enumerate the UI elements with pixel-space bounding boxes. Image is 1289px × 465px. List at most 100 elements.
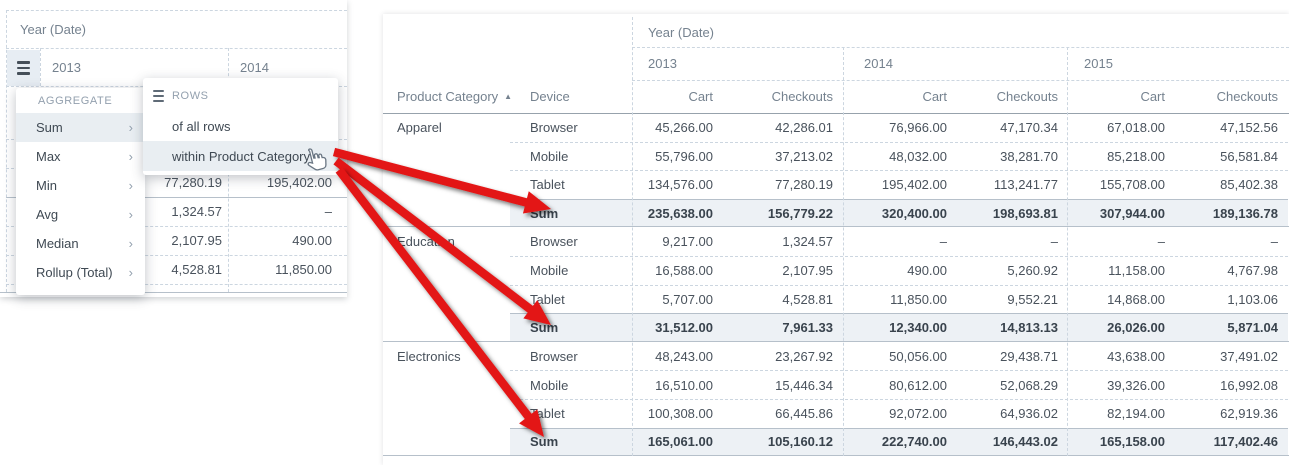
divider-line xyxy=(632,47,1289,48)
table-cell: 16,510.00 xyxy=(655,377,713,393)
device-label-browser: Browser xyxy=(530,119,578,135)
column-header-device[interactable]: Device xyxy=(530,89,570,104)
menu-item-label: Sum xyxy=(36,120,63,135)
divider-line xyxy=(6,48,347,49)
table-cell: 235,638.00 xyxy=(647,205,713,221)
row-content: Sum 31,512.00 7,961.33 12,340.00 14,813.13 26… xyxy=(510,313,1288,341)
table-cell: 77,280.19 xyxy=(775,177,833,193)
submenu-chevron-icon: › xyxy=(128,207,133,222)
table-cell: 1,324.57 xyxy=(782,234,833,250)
table-row: Mobile 16,510.00 15,446.34 80,612.00 52,068.… xyxy=(383,370,1289,399)
device-label-tablet: Tablet xyxy=(530,291,565,307)
row-content: Mobile 16,510.00 15,446.34 80,612.00 52,068.… xyxy=(510,370,1288,399)
submenu-item-within-product-category[interactable]: within Product Category xyxy=(143,141,338,171)
table-cell: 222,740.00 xyxy=(881,434,947,450)
menu-item-min[interactable]: Min › xyxy=(16,171,145,200)
menu-item-avg[interactable]: Avg › xyxy=(16,200,145,229)
table-cell: 165,158.00 xyxy=(1099,434,1165,450)
column-header-checkouts-2015[interactable]: Checkouts xyxy=(1216,89,1278,104)
table-cell: 100,308.00 xyxy=(647,406,713,422)
table-cell: 14,813.13 xyxy=(1000,319,1058,335)
divider-line xyxy=(6,10,7,292)
table-cell: 4,767.98 xyxy=(1227,263,1278,279)
rows-submenu: ROWS of all rows within Product Category xyxy=(143,78,338,175)
year-date-field-label: Year (Date) xyxy=(648,25,714,40)
submenu-chevron-icon: › xyxy=(128,265,133,280)
table-cell: 113,241.77 xyxy=(993,177,1058,193)
table-cell: 4,528.81 xyxy=(782,291,833,307)
submenu-chevron-icon: › xyxy=(128,236,133,251)
menu-item-sum[interactable]: Sum › xyxy=(16,113,145,142)
divider-line xyxy=(632,17,633,456)
sum-row: Sum 165,061.00 105,160.12 222,740.00 146,443… xyxy=(383,427,1289,457)
menu-item-rollup-total[interactable]: Rollup (Total) › xyxy=(16,258,145,287)
table-cell: 64,936.02 xyxy=(1000,406,1058,422)
table-cell: 37,213.02 xyxy=(775,148,833,164)
year-header-2013[interactable]: 2013 xyxy=(648,56,677,71)
hamburger-icon xyxy=(17,61,30,75)
table-cell: 5,707.00 xyxy=(662,291,713,307)
table-cell: 26,026.00 xyxy=(1107,319,1165,335)
device-label-browser: Browser xyxy=(530,234,578,250)
table-cell: 77,280.19 xyxy=(164,175,222,190)
device-label-sum: Sum xyxy=(530,319,559,335)
column-header-product-category[interactable]: Product Category ▲ xyxy=(397,89,513,104)
menu-item-median[interactable]: Median › xyxy=(16,229,145,258)
aggregate-menu: AGGREGATE Sum › Max › Min › Avg › Median › Rollup … xyxy=(16,88,145,295)
column-header-checkouts-2013[interactable]: Checkouts xyxy=(771,89,833,104)
column-header-cart-2013[interactable]: Cart xyxy=(688,89,713,104)
year-header-2013[interactable]: 2013 xyxy=(52,59,81,75)
table-cell: 39,326.00 xyxy=(1107,377,1165,393)
table-cell: 56,581.84 xyxy=(1220,148,1278,164)
table-cell: 50,056.00 xyxy=(889,348,947,364)
menu-item-max[interactable]: Max › xyxy=(16,142,145,171)
column-header-cart-2015[interactable]: Cart xyxy=(1140,89,1165,104)
table-cell: 67,018.00 xyxy=(1107,119,1165,135)
table-cell: 29,438.71 xyxy=(1000,348,1058,364)
table-cell: 117,402.46 xyxy=(1213,434,1278,450)
table-cell: 82,194.00 xyxy=(1107,406,1165,422)
divider-line xyxy=(1067,47,1068,456)
column-menu-button[interactable] xyxy=(7,50,40,86)
table-cell: 11,850.00 xyxy=(275,262,332,277)
table-cell: 195,402.00 xyxy=(266,175,332,190)
table-cell: 165,061.00 xyxy=(647,434,713,450)
year-header-2015[interactable]: 2015 xyxy=(1084,56,1113,71)
table-row: Tablet 5,707.00 4,528.81 11,850.00 9,552.21 1… xyxy=(383,284,1289,314)
aggregate-menu-section-label: AGGREGATE xyxy=(38,94,113,107)
table-cell: 9,552.21 xyxy=(1007,291,1058,307)
table-cell: – xyxy=(1157,234,1165,250)
row-content: Tablet 134,576.00 77,280.19 195,402.00 113,2… xyxy=(510,170,1288,199)
table-cell: 2,107.95 xyxy=(171,233,222,248)
table-cell: 2,107.95 xyxy=(782,263,833,279)
table-cell: 12,340.00 xyxy=(889,319,947,335)
table-cell: 62,919.36 xyxy=(1220,406,1278,422)
column-header-cart-2014[interactable]: Cart xyxy=(922,89,947,104)
column-header-checkouts-2014[interactable]: Checkouts xyxy=(996,89,1058,104)
submenu-chevron-icon: › xyxy=(128,149,133,164)
table-cell: – xyxy=(939,234,947,250)
device-label-browser: Browser xyxy=(530,348,578,364)
divider-line xyxy=(6,197,347,198)
sum-row: Sum 31,512.00 7,961.33 12,340.00 14,813.13 26… xyxy=(383,313,1289,342)
table-cell: 490.00 xyxy=(292,233,332,248)
table-row: Mobile 55,796.00 37,213.02 48,032.00 38,281.… xyxy=(383,141,1289,171)
table-cell: 47,152.56 xyxy=(1220,119,1278,135)
table-cell: 15,446.34 xyxy=(775,377,833,393)
submenu-item-of-all-rows[interactable]: of all rows xyxy=(172,118,231,134)
row-content: Tablet 100,308.00 66,445.86 92,072.00 64,936… xyxy=(510,399,1288,428)
year-header-2014[interactable]: 2014 xyxy=(864,56,893,71)
year-header-2014[interactable]: 2014 xyxy=(240,59,269,75)
table-cell: 85,402.38 xyxy=(1220,177,1278,193)
submenu-chevron-icon: › xyxy=(128,178,133,193)
table-cell: 38,281.70 xyxy=(1000,148,1058,164)
table-cell: 189,136.78 xyxy=(1212,205,1278,221)
table-row: Browser 45,266.00 42,286.01 76,966.00 47,170… xyxy=(383,113,1289,142)
row-content: Tablet 5,707.00 4,528.81 11,850.00 9,552.21 1… xyxy=(510,284,1288,314)
table-cell: 155,708.00 xyxy=(1099,177,1165,193)
table-cell: 134,576.00 xyxy=(647,177,713,193)
rows-icon xyxy=(153,90,164,102)
device-label-tablet: Tablet xyxy=(530,406,565,422)
device-label-sum: Sum xyxy=(530,434,559,450)
